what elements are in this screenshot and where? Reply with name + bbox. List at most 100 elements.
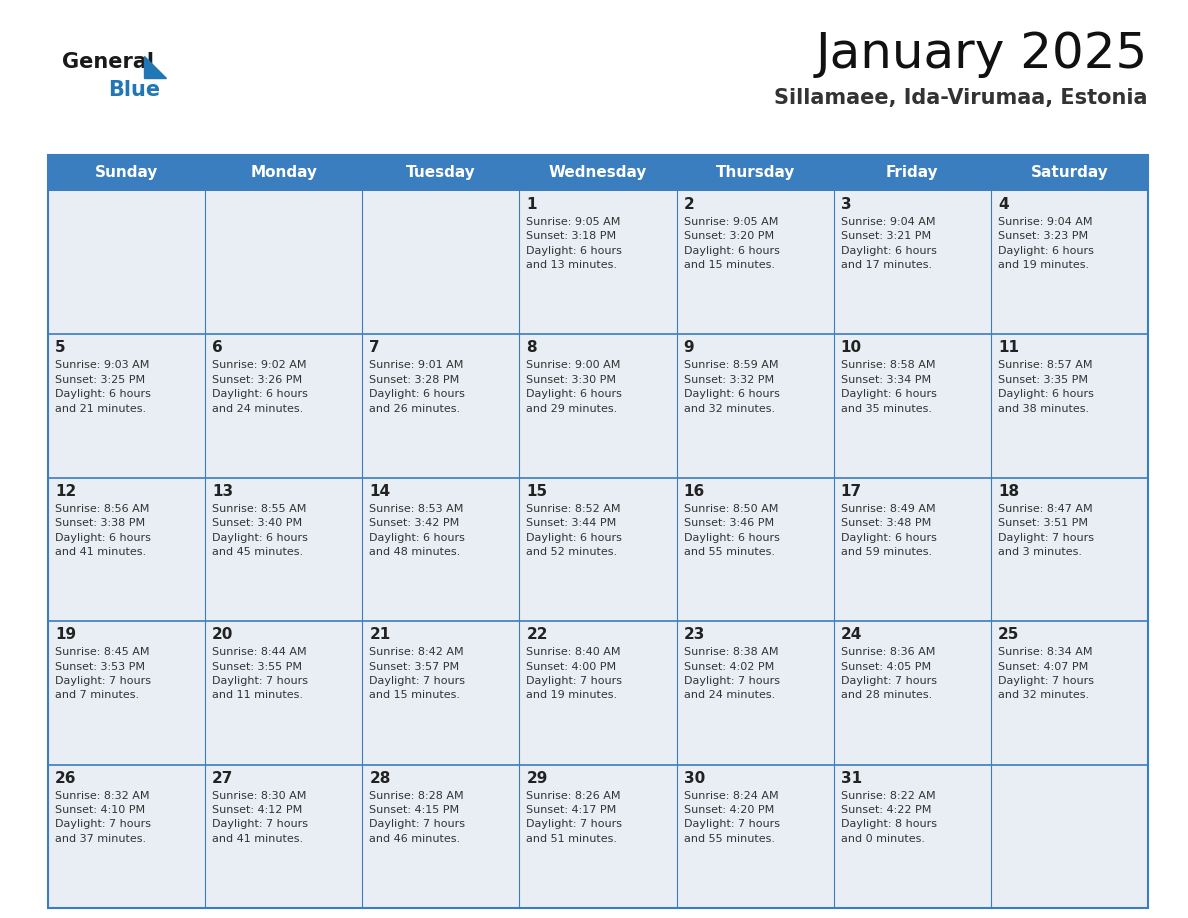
Bar	[362, 334, 519, 477]
Text: Sunrise: 8:50 AM
Sunset: 3:46 PM
Daylight: 6 hours
and 55 minutes.: Sunrise: 8:50 AM Sunset: 3:46 PM Dayligh…	[683, 504, 779, 557]
Text: Sunrise: 8:40 AM
Sunset: 4:00 PM
Daylight: 7 hours
and 19 minutes.: Sunrise: 8:40 AM Sunset: 4:00 PM Dayligh…	[526, 647, 623, 700]
Text: Tuesday: Tuesday	[406, 165, 475, 181]
Text: 14: 14	[369, 484, 391, 498]
Text: Sunrise: 8:22 AM
Sunset: 4:22 PM
Daylight: 8 hours
and 0 minutes.: Sunrise: 8:22 AM Sunset: 4:22 PM Dayligh…	[841, 790, 936, 844]
Bar	[519, 477, 677, 621]
Bar	[991, 477, 1148, 621]
Text: 12: 12	[55, 484, 76, 498]
Bar	[834, 477, 991, 621]
Text: Saturday: Saturday	[1030, 165, 1108, 181]
Bar	[677, 191, 834, 334]
Text: Thursday: Thursday	[715, 165, 795, 181]
Text: Sunrise: 8:42 AM
Sunset: 3:57 PM
Daylight: 7 hours
and 15 minutes.: Sunrise: 8:42 AM Sunset: 3:57 PM Dayligh…	[369, 647, 466, 700]
Bar	[834, 191, 991, 334]
Bar	[519, 621, 677, 765]
Text: Sunrise: 8:56 AM
Sunset: 3:38 PM
Daylight: 6 hours
and 41 minutes.: Sunrise: 8:56 AM Sunset: 3:38 PM Dayligh…	[55, 504, 151, 557]
Bar	[48, 155, 1148, 908]
Text: 5: 5	[55, 341, 65, 355]
Bar	[991, 191, 1148, 334]
Bar	[834, 765, 991, 908]
Text: Sunrise: 8:55 AM
Sunset: 3:40 PM
Daylight: 6 hours
and 45 minutes.: Sunrise: 8:55 AM Sunset: 3:40 PM Dayligh…	[213, 504, 308, 557]
Bar	[677, 765, 834, 908]
Text: Sunrise: 9:04 AM
Sunset: 3:23 PM
Daylight: 6 hours
and 19 minutes.: Sunrise: 9:04 AM Sunset: 3:23 PM Dayligh…	[998, 217, 1094, 270]
Text: General: General	[62, 52, 154, 72]
Text: 27: 27	[213, 770, 234, 786]
Bar	[206, 334, 362, 477]
Text: Sunday: Sunday	[95, 165, 158, 181]
Text: 21: 21	[369, 627, 391, 643]
Text: 6: 6	[213, 341, 223, 355]
Bar	[519, 191, 677, 334]
Text: Sunrise: 8:57 AM
Sunset: 3:35 PM
Daylight: 6 hours
and 38 minutes.: Sunrise: 8:57 AM Sunset: 3:35 PM Dayligh…	[998, 361, 1094, 414]
Bar	[834, 334, 991, 477]
Bar	[48, 621, 206, 765]
Text: Sunrise: 9:01 AM
Sunset: 3:28 PM
Daylight: 6 hours
and 26 minutes.: Sunrise: 9:01 AM Sunset: 3:28 PM Dayligh…	[369, 361, 466, 414]
Text: Sunrise: 8:26 AM
Sunset: 4:17 PM
Daylight: 7 hours
and 51 minutes.: Sunrise: 8:26 AM Sunset: 4:17 PM Dayligh…	[526, 790, 623, 844]
Text: 11: 11	[998, 341, 1019, 355]
Bar	[206, 191, 362, 334]
Text: 3: 3	[841, 197, 852, 212]
Text: January 2025: January 2025	[816, 30, 1148, 78]
Text: Sillamaee, Ida-Virumaa, Estonia: Sillamaee, Ida-Virumaa, Estonia	[775, 88, 1148, 108]
Text: Sunrise: 8:53 AM
Sunset: 3:42 PM
Daylight: 6 hours
and 48 minutes.: Sunrise: 8:53 AM Sunset: 3:42 PM Dayligh…	[369, 504, 466, 557]
Text: Sunrise: 8:47 AM
Sunset: 3:51 PM
Daylight: 7 hours
and 3 minutes.: Sunrise: 8:47 AM Sunset: 3:51 PM Dayligh…	[998, 504, 1094, 557]
Text: Sunrise: 9:03 AM
Sunset: 3:25 PM
Daylight: 6 hours
and 21 minutes.: Sunrise: 9:03 AM Sunset: 3:25 PM Dayligh…	[55, 361, 151, 414]
Text: Sunrise: 8:58 AM
Sunset: 3:34 PM
Daylight: 6 hours
and 35 minutes.: Sunrise: 8:58 AM Sunset: 3:34 PM Dayligh…	[841, 361, 936, 414]
Text: 10: 10	[841, 341, 861, 355]
Text: 13: 13	[213, 484, 233, 498]
Bar	[362, 765, 519, 908]
Bar	[677, 334, 834, 477]
Text: 22: 22	[526, 627, 548, 643]
Text: 28: 28	[369, 770, 391, 786]
Bar	[48, 765, 206, 908]
Bar	[206, 621, 362, 765]
Text: 20: 20	[213, 627, 234, 643]
Bar	[519, 765, 677, 908]
Text: 30: 30	[683, 770, 704, 786]
Text: Sunrise: 9:05 AM
Sunset: 3:20 PM
Daylight: 6 hours
and 15 minutes.: Sunrise: 9:05 AM Sunset: 3:20 PM Dayligh…	[683, 217, 779, 270]
Text: 1: 1	[526, 197, 537, 212]
Bar	[991, 621, 1148, 765]
Text: 23: 23	[683, 627, 704, 643]
Text: 2: 2	[683, 197, 694, 212]
Text: 24: 24	[841, 627, 862, 643]
Text: Sunrise: 9:00 AM
Sunset: 3:30 PM
Daylight: 6 hours
and 29 minutes.: Sunrise: 9:00 AM Sunset: 3:30 PM Dayligh…	[526, 361, 623, 414]
Text: Sunrise: 8:44 AM
Sunset: 3:55 PM
Daylight: 7 hours
and 11 minutes.: Sunrise: 8:44 AM Sunset: 3:55 PM Dayligh…	[213, 647, 308, 700]
Bar	[362, 191, 519, 334]
Bar	[48, 477, 206, 621]
Text: Sunrise: 8:36 AM
Sunset: 4:05 PM
Daylight: 7 hours
and 28 minutes.: Sunrise: 8:36 AM Sunset: 4:05 PM Dayligh…	[841, 647, 936, 700]
Bar	[362, 621, 519, 765]
Text: 26: 26	[55, 770, 76, 786]
Text: Wednesday: Wednesday	[549, 165, 647, 181]
Text: Sunrise: 8:52 AM
Sunset: 3:44 PM
Daylight: 6 hours
and 52 minutes.: Sunrise: 8:52 AM Sunset: 3:44 PM Dayligh…	[526, 504, 623, 557]
Polygon shape	[144, 56, 166, 78]
Bar	[48, 334, 206, 477]
Text: 8: 8	[526, 341, 537, 355]
Bar	[519, 334, 677, 477]
Text: 15: 15	[526, 484, 548, 498]
Text: Sunrise: 8:49 AM
Sunset: 3:48 PM
Daylight: 6 hours
and 59 minutes.: Sunrise: 8:49 AM Sunset: 3:48 PM Dayligh…	[841, 504, 936, 557]
Text: Sunrise: 8:30 AM
Sunset: 4:12 PM
Daylight: 7 hours
and 41 minutes.: Sunrise: 8:30 AM Sunset: 4:12 PM Dayligh…	[213, 790, 308, 844]
Bar	[206, 765, 362, 908]
Text: 25: 25	[998, 627, 1019, 643]
Text: 9: 9	[683, 341, 694, 355]
Text: Sunrise: 8:45 AM
Sunset: 3:53 PM
Daylight: 7 hours
and 7 minutes.: Sunrise: 8:45 AM Sunset: 3:53 PM Dayligh…	[55, 647, 151, 700]
Text: Sunrise: 8:24 AM
Sunset: 4:20 PM
Daylight: 7 hours
and 55 minutes.: Sunrise: 8:24 AM Sunset: 4:20 PM Dayligh…	[683, 790, 779, 844]
Text: Sunrise: 8:32 AM
Sunset: 4:10 PM
Daylight: 7 hours
and 37 minutes.: Sunrise: 8:32 AM Sunset: 4:10 PM Dayligh…	[55, 790, 151, 844]
Text: Blue: Blue	[108, 80, 160, 100]
Text: 4: 4	[998, 197, 1009, 212]
Text: Sunrise: 8:59 AM
Sunset: 3:32 PM
Daylight: 6 hours
and 32 minutes.: Sunrise: 8:59 AM Sunset: 3:32 PM Dayligh…	[683, 361, 779, 414]
Bar	[991, 765, 1148, 908]
Text: 7: 7	[369, 341, 380, 355]
Text: Sunrise: 8:34 AM
Sunset: 4:07 PM
Daylight: 7 hours
and 32 minutes.: Sunrise: 8:34 AM Sunset: 4:07 PM Dayligh…	[998, 647, 1094, 700]
Text: Sunrise: 8:38 AM
Sunset: 4:02 PM
Daylight: 7 hours
and 24 minutes.: Sunrise: 8:38 AM Sunset: 4:02 PM Dayligh…	[683, 647, 779, 700]
Bar	[206, 477, 362, 621]
Text: Sunrise: 9:05 AM
Sunset: 3:18 PM
Daylight: 6 hours
and 13 minutes.: Sunrise: 9:05 AM Sunset: 3:18 PM Dayligh…	[526, 217, 623, 270]
Bar	[362, 477, 519, 621]
Text: 17: 17	[841, 484, 861, 498]
Text: Sunrise: 9:04 AM
Sunset: 3:21 PM
Daylight: 6 hours
and 17 minutes.: Sunrise: 9:04 AM Sunset: 3:21 PM Dayligh…	[841, 217, 936, 270]
Text: 16: 16	[683, 484, 704, 498]
Bar	[834, 621, 991, 765]
Text: Sunrise: 8:28 AM
Sunset: 4:15 PM
Daylight: 7 hours
and 46 minutes.: Sunrise: 8:28 AM Sunset: 4:15 PM Dayligh…	[369, 790, 466, 844]
Text: Friday: Friday	[886, 165, 939, 181]
